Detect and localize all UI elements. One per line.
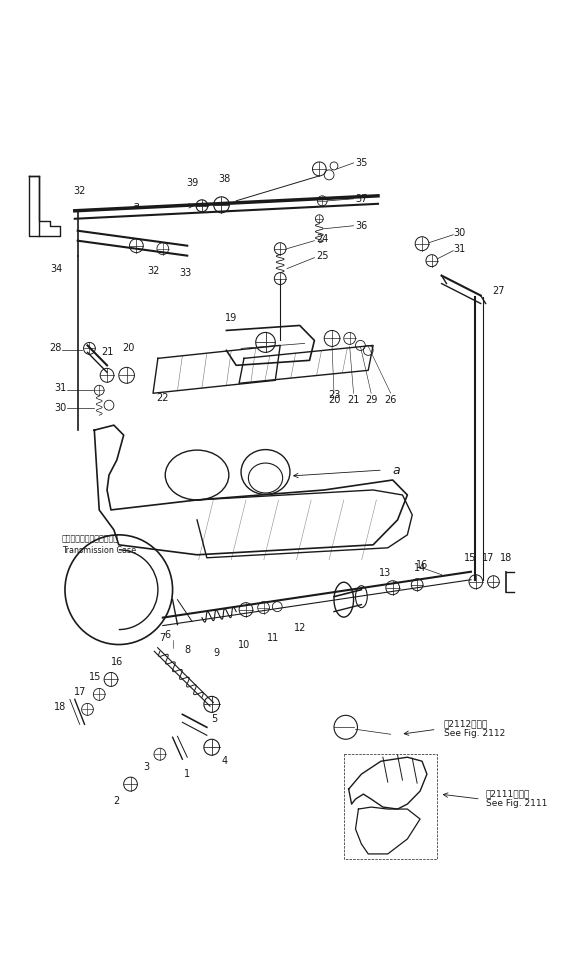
Text: 6: 6 bbox=[165, 629, 171, 640]
Text: 14: 14 bbox=[414, 563, 426, 573]
Text: 28: 28 bbox=[49, 344, 61, 353]
Text: 8: 8 bbox=[184, 645, 191, 654]
Text: 19: 19 bbox=[225, 314, 237, 323]
Text: a: a bbox=[393, 463, 400, 477]
Text: 4: 4 bbox=[221, 757, 228, 766]
Text: 31: 31 bbox=[54, 383, 66, 394]
Text: 10: 10 bbox=[238, 640, 250, 649]
Text: 11: 11 bbox=[267, 632, 279, 643]
Text: 16: 16 bbox=[111, 657, 123, 668]
Text: 33: 33 bbox=[179, 267, 192, 278]
Text: 39: 39 bbox=[186, 178, 198, 188]
Text: 20: 20 bbox=[328, 396, 340, 405]
Text: 30: 30 bbox=[453, 228, 465, 237]
Text: 第2111図参照: 第2111図参照 bbox=[486, 789, 530, 798]
Text: 25: 25 bbox=[316, 251, 329, 261]
Text: 1: 1 bbox=[184, 769, 191, 779]
Text: Transmission Case: Transmission Case bbox=[62, 546, 136, 555]
Text: 17: 17 bbox=[482, 553, 495, 563]
Text: 13: 13 bbox=[379, 567, 391, 578]
Text: 27: 27 bbox=[492, 286, 505, 295]
Text: 24: 24 bbox=[316, 234, 328, 244]
Text: 2: 2 bbox=[114, 796, 120, 806]
Text: 37: 37 bbox=[355, 194, 368, 204]
Text: 20: 20 bbox=[123, 344, 135, 353]
Text: 26: 26 bbox=[384, 396, 397, 405]
Text: 9: 9 bbox=[214, 648, 220, 657]
Text: 34: 34 bbox=[50, 263, 62, 274]
Text: See Fig. 2111: See Fig. 2111 bbox=[486, 799, 547, 808]
Text: 18: 18 bbox=[500, 553, 513, 563]
Text: 32: 32 bbox=[74, 186, 86, 196]
Text: 5: 5 bbox=[211, 714, 217, 725]
Text: 17: 17 bbox=[74, 687, 86, 698]
Text: 18: 18 bbox=[54, 703, 66, 712]
Text: 35: 35 bbox=[355, 158, 368, 168]
Text: 30: 30 bbox=[54, 403, 66, 413]
Text: 36: 36 bbox=[355, 221, 368, 231]
Text: 21: 21 bbox=[347, 396, 360, 405]
Text: 22: 22 bbox=[157, 394, 169, 403]
Text: a: a bbox=[133, 201, 140, 210]
Text: 31: 31 bbox=[453, 244, 465, 254]
Text: 15: 15 bbox=[89, 673, 102, 682]
Text: 第2112図参照: 第2112図参照 bbox=[443, 719, 488, 729]
Text: 38: 38 bbox=[218, 174, 230, 184]
Text: See Fig. 2112: See Fig. 2112 bbox=[443, 730, 505, 738]
Text: 21: 21 bbox=[101, 347, 113, 357]
Bar bbox=[344, 755, 437, 859]
Text: 32: 32 bbox=[147, 265, 159, 276]
Text: 29: 29 bbox=[365, 396, 377, 405]
Text: 16: 16 bbox=[416, 560, 428, 569]
Text: 7: 7 bbox=[160, 632, 166, 643]
Text: 12: 12 bbox=[293, 622, 306, 633]
Text: 3: 3 bbox=[143, 762, 149, 772]
Text: 23: 23 bbox=[328, 390, 340, 400]
Text: トランスミッションケース: トランスミッションケース bbox=[62, 535, 119, 544]
Text: 15: 15 bbox=[464, 553, 476, 563]
